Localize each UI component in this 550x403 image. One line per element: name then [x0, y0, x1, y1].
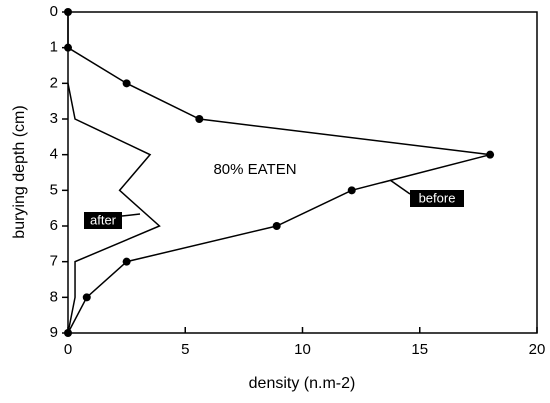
data-point — [64, 8, 72, 16]
y-tick-label: 2 — [50, 74, 58, 91]
data-point — [64, 43, 72, 52]
y-tick-label: 7 — [50, 253, 58, 270]
y-axis-label: burying depth (cm) — [11, 105, 28, 238]
series-line — [67, 12, 491, 334]
y-tick-label: 6 — [50, 217, 58, 234]
y-tick-label: 5 — [50, 181, 58, 198]
series-line — [67, 83, 161, 334]
data-point — [195, 115, 204, 123]
x-tick-label: 0 — [64, 341, 72, 358]
x-axis-label: density (n.m-2) — [249, 375, 356, 392]
x-tick-label: 5 — [181, 341, 189, 358]
x-tick-label: 20 — [529, 341, 546, 358]
data-point — [122, 79, 131, 88]
series-label-box — [84, 212, 122, 229]
x-tick-label: 10 — [294, 341, 311, 358]
series-label-box — [410, 190, 464, 207]
data-point — [82, 293, 91, 302]
series-label: before — [419, 190, 456, 205]
x-tick-label: 15 — [411, 341, 428, 358]
label-pointer — [389, 179, 411, 195]
data-point — [272, 222, 281, 230]
y-tick-label: 3 — [50, 110, 58, 127]
plot-frame — [67, 11, 538, 334]
y-tick-label: 9 — [50, 324, 58, 341]
y-tick-label: 1 — [50, 39, 58, 56]
data-point — [347, 186, 356, 195]
y-tick-label: 0 — [50, 3, 58, 20]
y-tick-label: 8 — [50, 288, 58, 305]
label-pointer — [121, 213, 141, 217]
data-point — [486, 150, 495, 159]
series-label: after — [90, 212, 117, 227]
y-tick-label: 4 — [50, 146, 58, 163]
data-point — [122, 257, 131, 266]
annotation: 80% EATEN — [213, 161, 296, 178]
